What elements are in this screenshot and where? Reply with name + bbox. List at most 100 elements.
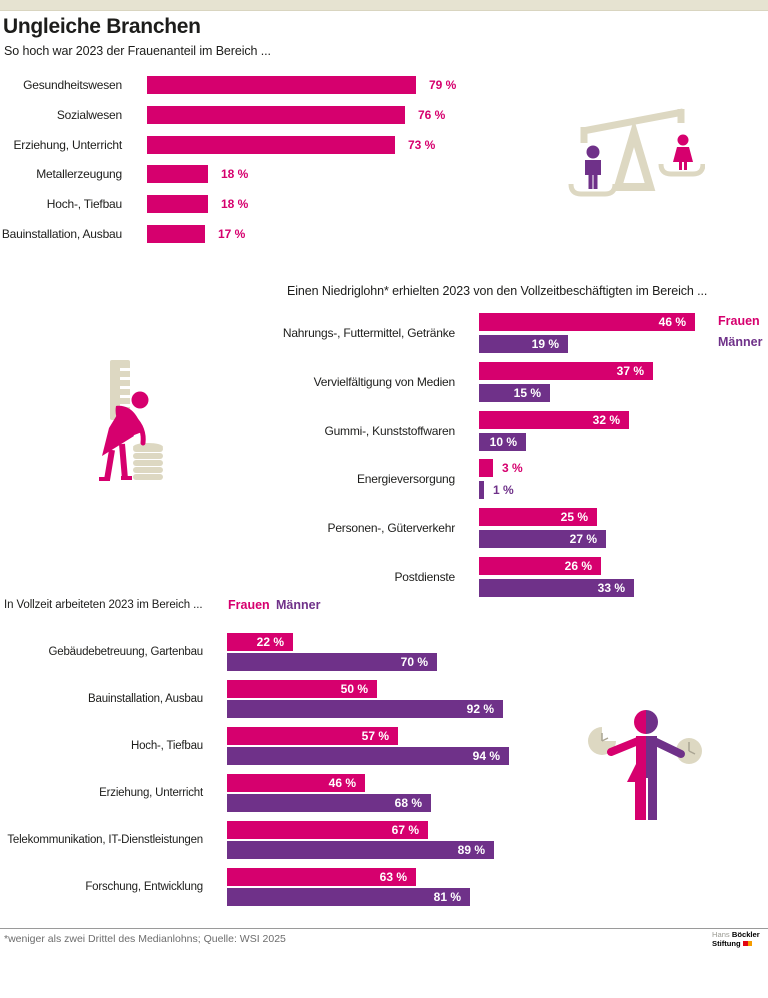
bar-frauen — [227, 821, 428, 839]
value-label: 46 % — [658, 315, 686, 329]
scale-beam — [582, 108, 684, 135]
bar-frauen — [479, 313, 695, 331]
woman-measuring-coins-icon — [99, 360, 163, 481]
bar-maenner — [227, 794, 431, 812]
bar-frauen — [479, 459, 493, 477]
bar-maenner — [479, 433, 526, 451]
partial-clock-icon — [588, 727, 616, 755]
logo-stiftung: Stiftung — [712, 938, 741, 948]
value-label: 17 % — [218, 227, 246, 241]
value-label: 67 % — [391, 823, 419, 837]
ruler-icon — [110, 360, 130, 420]
bar-frauen — [479, 362, 653, 380]
half-woman-icon — [607, 710, 646, 820]
chart-niedriglohn: Nahrungs-, Futtermittel, Getränke 46 % 19 … — [0, 313, 768, 599]
bar-frauen — [147, 136, 395, 154]
value-label: 46 % — [328, 776, 356, 790]
gender-balance-scale-icon — [568, 108, 705, 197]
split-person-clocks-icon — [588, 710, 702, 820]
logo-boeckler: Böckler — [731, 930, 760, 939]
bar-frauen — [227, 774, 365, 792]
value-label: 57 % — [361, 729, 389, 743]
bar-maenner — [479, 384, 550, 402]
category-label: Sozialwesen — [56, 108, 122, 122]
value-label: 10 % — [489, 435, 517, 449]
woman-figure-icon — [673, 134, 693, 170]
bar-maenner — [227, 841, 494, 859]
category-label: Hoch-, Tiefbau — [131, 740, 203, 752]
bar-frauen — [147, 195, 208, 213]
bar-maenner — [479, 530, 606, 548]
category-label: Gummi-, Kunststoffwaren — [324, 424, 455, 438]
category-label: Hoch-, Tiefbau — [46, 197, 122, 211]
bar-frauen — [227, 868, 416, 886]
chart2-legend: Frauen Männer — [718, 311, 762, 353]
category-label: Vervielfältigung von Medien — [313, 375, 456, 389]
top-accent-bar — [0, 0, 768, 11]
value-label: 81 % — [433, 890, 461, 904]
bar-frauen — [479, 557, 601, 575]
bar-frauen — [479, 508, 597, 526]
bar-frauen — [227, 680, 377, 698]
bar-maenner — [479, 579, 634, 597]
value-label: 92 % — [466, 702, 494, 716]
value-label: 26 % — [564, 559, 592, 573]
value-label: 32 % — [592, 413, 620, 427]
value-label: 76 % — [418, 108, 446, 122]
chart-frauenanteil: Gesundheitswesen 79 % Sozialwesen 76 % Erzie… — [0, 76, 768, 248]
value-label: 50 % — [340, 682, 368, 696]
category-label: Personen-, Güterverkehr — [327, 521, 456, 535]
coin-stack-icon — [133, 443, 163, 480]
category-label: Metallerzeugung — [36, 167, 122, 181]
chart2-title: Einen Niedriglohn* erhielten 2023 von de… — [287, 284, 708, 298]
bar-frauen — [147, 225, 205, 243]
bar-frauen — [147, 165, 208, 183]
category-label: Energieversorgung — [357, 472, 455, 486]
value-label: 73 % — [408, 138, 436, 152]
category-label: Nahrungs-, Futtermittel, Getränke — [282, 326, 455, 340]
category-label: Forschung, Entwicklung — [85, 881, 203, 893]
value-label: 19 % — [531, 337, 559, 351]
bar-maenner — [227, 653, 437, 671]
legend-maenner: Männer — [718, 335, 763, 349]
category-label: Postdienste — [394, 570, 455, 584]
value-label: 25 % — [560, 510, 588, 524]
value-label: 27 % — [569, 532, 597, 546]
bar-maenner — [227, 700, 503, 718]
footer-divider — [0, 928, 768, 929]
value-label: 37 % — [616, 364, 644, 378]
bar-frauen — [227, 727, 398, 745]
bar-frauen — [147, 106, 405, 124]
value-label: 15 % — [513, 386, 541, 400]
chart1-title: So hoch war 2023 der Frauenanteil im Ber… — [4, 44, 271, 58]
legend-maenner: Männer — [276, 598, 321, 612]
value-label: 63 % — [379, 870, 407, 884]
value-label: 94 % — [472, 749, 500, 763]
man-figure-icon — [585, 145, 601, 189]
value-label: 22 % — [256, 635, 284, 649]
value-label: 68 % — [394, 796, 422, 810]
bar-frauen — [227, 633, 293, 651]
value-label: 33 % — [597, 581, 625, 595]
bar-maenner — [479, 335, 568, 353]
value-label: 79 % — [429, 78, 457, 92]
category-label: Telekommunikation, IT-Dienstleistungen — [7, 834, 203, 846]
scale-pan-right — [658, 163, 705, 177]
value-label: 18 % — [221, 197, 249, 211]
bar-maenner — [479, 481, 484, 499]
half-man-icon — [646, 710, 685, 820]
logo-mark-icon — [742, 941, 752, 946]
bending-woman-icon — [99, 391, 149, 481]
bar-maenner — [227, 747, 509, 765]
bar-maenner — [227, 888, 470, 906]
value-label: 89 % — [457, 843, 485, 857]
hans-boeckler-stiftung-logo: Hans Böckler Stiftung — [712, 930, 760, 949]
chart3-title: In Vollzeit arbeiteten 2023 im Bereich .… — [4, 599, 203, 611]
legend-frauen: Frauen — [228, 598, 270, 612]
bar-frauen — [147, 76, 416, 94]
logo-hans: Hans — [712, 930, 730, 939]
scale-pan-left — [568, 183, 618, 197]
category-label: Erziehung, Unterricht — [99, 787, 203, 799]
category-label: Gebäudebetreuung, Gartenbau — [48, 646, 204, 658]
